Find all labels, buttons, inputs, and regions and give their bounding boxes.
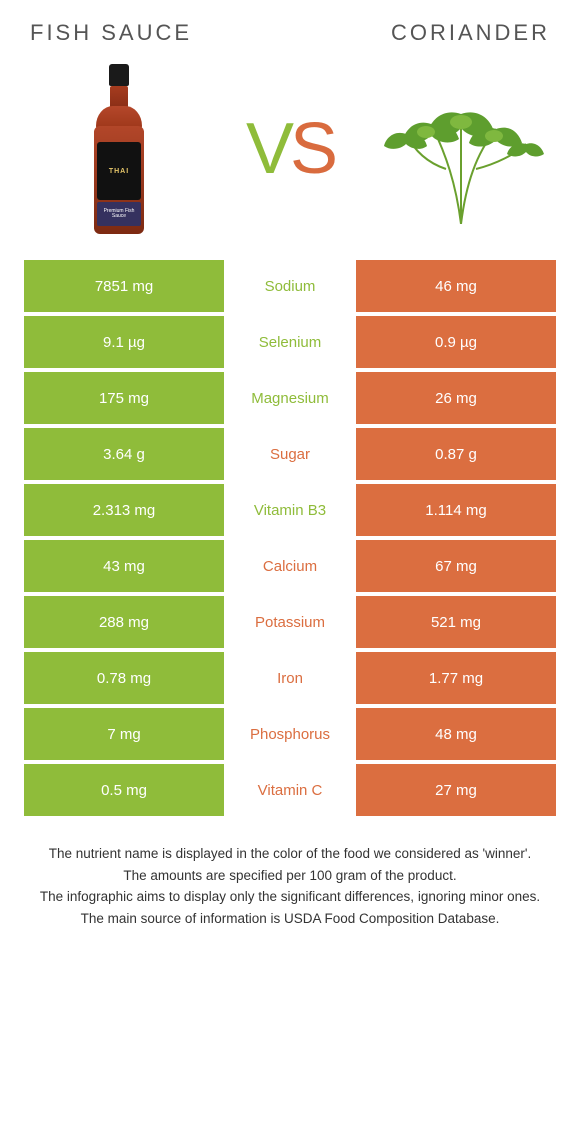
right-value: 67 mg [356,540,556,592]
left-value: 0.78 mg [24,652,224,704]
right-value: 48 mg [356,708,556,760]
table-row: 9.1 µgSelenium0.9 µg [24,316,556,368]
right-value: 521 mg [356,596,556,648]
notes-block: The nutrient name is displayed in the co… [24,844,556,928]
table-row: 3.64 gSugar0.87 g [24,428,556,480]
table-row: 175 mgMagnesium26 mg [24,372,556,424]
nutrient-name: Magnesium [224,372,356,424]
table-row: 0.5 mgVitamin C27 mg [24,764,556,816]
right-value: 46 mg [356,260,556,312]
right-value: 26 mg [356,372,556,424]
left-value: 43 mg [24,540,224,592]
note-line: The infographic aims to display only the… [32,887,548,907]
note-line: The nutrient name is displayed in the co… [32,844,548,864]
right-title: Coriander [391,20,550,46]
nutrient-name: Sodium [224,260,356,312]
left-value: 2.313 mg [24,484,224,536]
note-line: The main source of information is USDA F… [32,909,548,929]
right-image [376,74,546,224]
vs-label: VS [246,113,334,185]
nutrient-name: Potassium [224,596,356,648]
nutrient-name: Calcium [224,540,356,592]
nutrient-name: Phosphorus [224,708,356,760]
images-row: THAI Premium Fish Sauce VS [24,64,556,234]
vs-v: V [246,109,290,189]
vs-s: S [290,109,334,189]
left-value: 7 mg [24,708,224,760]
nutrient-name: Sugar [224,428,356,480]
comparison-table: 7851 mgSodium46 mg9.1 µgSelenium0.9 µg17… [24,260,556,816]
left-image: THAI Premium Fish Sauce [34,64,204,234]
table-row: 2.313 mgVitamin B31.114 mg [24,484,556,536]
nutrient-name: Vitamin B3 [224,484,356,536]
right-value: 0.9 µg [356,316,556,368]
note-line: The amounts are specified per 100 gram o… [32,866,548,886]
coriander-leaves-icon [376,74,546,224]
left-value: 175 mg [24,372,224,424]
right-value: 0.87 g [356,428,556,480]
left-value: 0.5 mg [24,764,224,816]
titles-row: Fish sauce Coriander [24,20,556,46]
nutrient-name: Iron [224,652,356,704]
table-row: 43 mgCalcium67 mg [24,540,556,592]
right-value: 1.77 mg [356,652,556,704]
nutrient-name: Vitamin C [224,764,356,816]
left-value: 7851 mg [24,260,224,312]
nutrient-name: Selenium [224,316,356,368]
left-value: 3.64 g [24,428,224,480]
left-title: Fish sauce [30,20,192,46]
right-value: 27 mg [356,764,556,816]
left-value: 9.1 µg [24,316,224,368]
left-value: 288 mg [24,596,224,648]
table-row: 7851 mgSodium46 mg [24,260,556,312]
table-row: 7 mgPhosphorus48 mg [24,708,556,760]
right-value: 1.114 mg [356,484,556,536]
fish-sauce-bottle-icon: THAI Premium Fish Sauce [89,64,149,234]
table-row: 0.78 mgIron1.77 mg [24,652,556,704]
table-row: 288 mgPotassium521 mg [24,596,556,648]
